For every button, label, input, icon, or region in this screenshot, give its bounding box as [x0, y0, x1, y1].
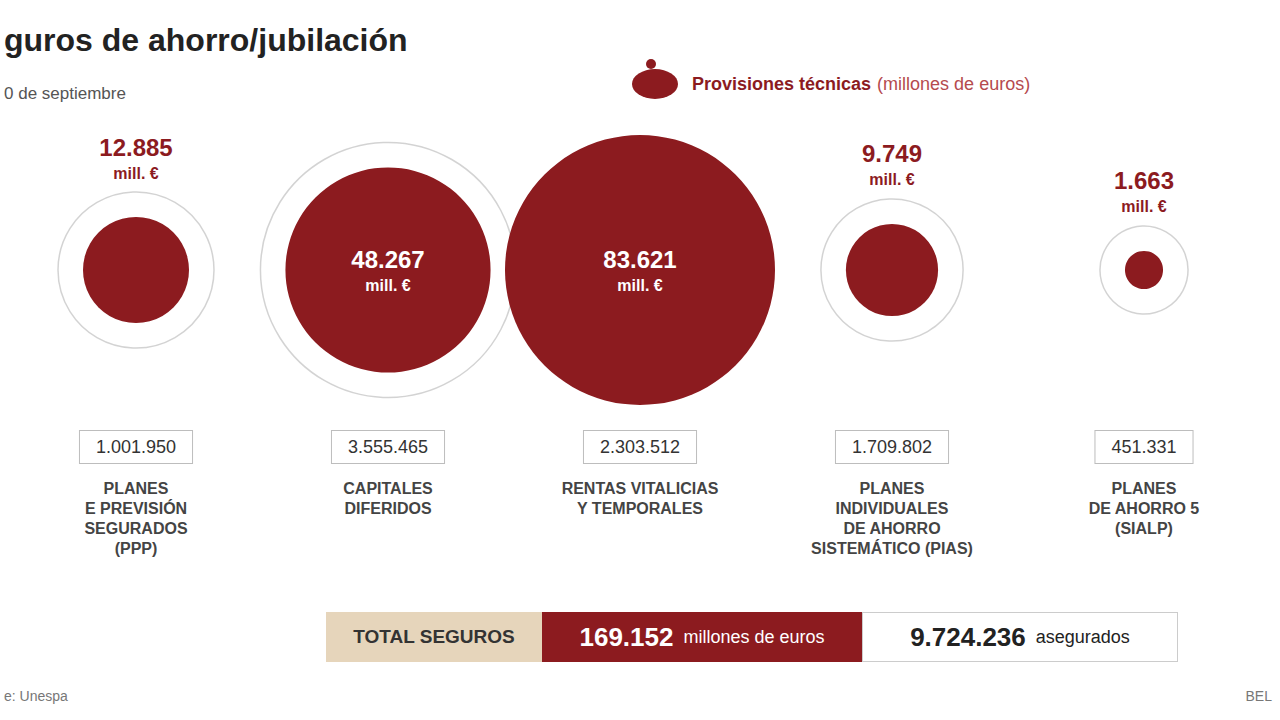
- svg-text:RENTAS VITALICIAS: RENTAS VITALICIAS: [562, 480, 719, 497]
- svg-text:1.709.802: 1.709.802: [852, 437, 932, 457]
- svg-text:mill. €: mill. €: [365, 277, 410, 294]
- svg-text:mill. €: mill. €: [113, 165, 158, 182]
- svg-text:mill. €: mill. €: [869, 171, 914, 188]
- svg-text:PLANES: PLANES: [860, 480, 925, 497]
- svg-text:DE AHORRO 5: DE AHORRO 5: [1089, 500, 1200, 517]
- svg-text:451.331: 451.331: [1111, 437, 1176, 457]
- html-text:0 de septiembre: 0 de septiembre: [4, 84, 126, 103]
- html-text:9.724.236 asegurados: 9.724.236 asegurados: [910, 621, 1130, 652]
- svg-text:CAPITALES: CAPITALES: [343, 480, 433, 497]
- svg-text:2.303.512: 2.303.512: [600, 437, 680, 457]
- svg-text:(SIALP): (SIALP): [1115, 520, 1173, 537]
- svg-text:Y TEMPORALES: Y TEMPORALES: [577, 500, 703, 517]
- svg-text:(PPP): (PPP): [115, 540, 158, 557]
- html-text:guros de ahorro/jubilación: guros de ahorro/jubilación: [4, 22, 408, 58]
- svg-text:83.621: 83.621: [603, 246, 676, 273]
- svg-text:12.885: 12.885: [99, 134, 172, 161]
- html-text:BEL: BEL: [1245, 688, 1272, 704]
- svg-text:DE AHORRO: DE AHORRO: [843, 520, 940, 537]
- html-text:TOTAL SEGUROS: TOTAL SEGUROS: [353, 626, 515, 647]
- svg-text:INDIVIDUALES: INDIVIDUALES: [836, 500, 949, 517]
- svg-text:1.663: 1.663: [1114, 167, 1174, 194]
- svg-text:E PREVISIÓN: E PREVISIÓN: [85, 499, 187, 517]
- svg-text:48.267: 48.267: [351, 246, 424, 273]
- svg-text:PLANES: PLANES: [104, 480, 169, 497]
- html-text:e: Unespa: e: Unespa: [4, 688, 68, 704]
- html-text:169.152 millones de euros: 169.152 millones de euros: [579, 621, 825, 652]
- svg-text:SEGURADOS: SEGURADOS: [84, 520, 187, 537]
- svg-text:mill. €: mill. €: [617, 277, 662, 294]
- svg-text:3.555.465: 3.555.465: [348, 437, 428, 457]
- svg-text:SISTEMÁTICO (PIAS): SISTEMÁTICO (PIAS): [811, 539, 973, 557]
- svg-text:DIFERIDOS: DIFERIDOS: [344, 500, 431, 517]
- svg-text:9.749: 9.749: [862, 140, 922, 167]
- svg-text:1.001.950: 1.001.950: [96, 437, 176, 457]
- html-text:Provisiones técnicas (millones: Provisiones técnicas (millones de euros): [692, 73, 1031, 94]
- svg-text:PLANES: PLANES: [1112, 480, 1177, 497]
- svg-text:mill. €: mill. €: [1121, 198, 1166, 215]
